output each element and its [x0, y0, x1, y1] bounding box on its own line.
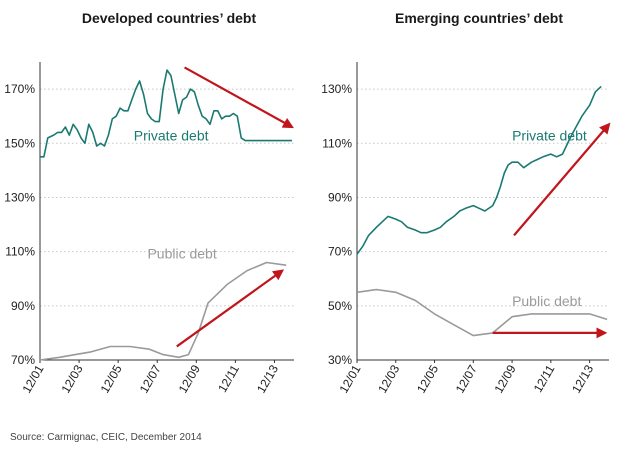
series-label-private-debt: Private debt: [134, 128, 209, 144]
y-tick-label: 90%: [328, 190, 352, 204]
series-label-private-debt: Private debt: [512, 128, 587, 144]
y-tick-label: 150%: [4, 136, 35, 150]
x-tick-label: 12/13: [569, 362, 596, 395]
y-tick-label: 90%: [11, 299, 35, 313]
y-tick-label: 110%: [322, 136, 352, 150]
developed-debt-chart: Developed countries’ debt 70% 90% 110% 130%…: [4, 10, 294, 396]
y-tick-label: 110%: [5, 245, 35, 259]
chart-title-emerging: Emerging countries’ debt: [395, 10, 563, 26]
x-tick-label: 12/05: [98, 362, 125, 395]
y-tick-label: 50%: [328, 299, 352, 313]
trend-arrow: [176, 269, 285, 348]
x-tick-label: 12/03: [375, 362, 402, 395]
x-tick-label: 12/13: [254, 362, 281, 395]
series-line-public-debt: [39, 261, 287, 361]
emerging-debt-chart: Emerging countries’ debt 30% 50% 70% 90% 110…: [321, 10, 611, 396]
x-tick-label: 12/09: [492, 362, 519, 395]
x-tick-label: 12/11: [215, 362, 242, 395]
x-tick-label: 12/11: [531, 362, 558, 395]
x-tick-label: 12/07: [137, 362, 164, 395]
y-tick-label: 70%: [11, 353, 35, 367]
x-tick-label: 12/09: [176, 362, 203, 395]
series-line-private-debt: [40, 69, 292, 158]
y-tick-label: 70%: [328, 245, 352, 259]
x-tick-label: 12/03: [59, 362, 86, 395]
source-note: Source: Carmignac, CEIC, December 2014: [10, 432, 202, 443]
x-tick-label: 12/05: [414, 362, 441, 395]
x-tick-label: 12/01: [336, 362, 363, 395]
y-tick-label: 130%: [4, 190, 35, 204]
y-tick-label: 170%: [4, 82, 35, 96]
series-label-public-debt: Public debt: [512, 293, 581, 309]
series-line-public-debt: [356, 288, 608, 337]
trend-arrow: [513, 122, 611, 237]
trend-arrow: [184, 66, 294, 129]
series-label-public-debt: Public debt: [147, 245, 216, 261]
series-line-private-debt: [356, 85, 602, 255]
x-tick-label: 12/07: [453, 362, 480, 395]
chart-title-developed: Developed countries’ debt: [82, 10, 257, 26]
y-tick-label: 130%: [321, 82, 352, 96]
y-tick-label: 30%: [328, 353, 352, 367]
x-tick-label: 12/01: [19, 362, 46, 395]
